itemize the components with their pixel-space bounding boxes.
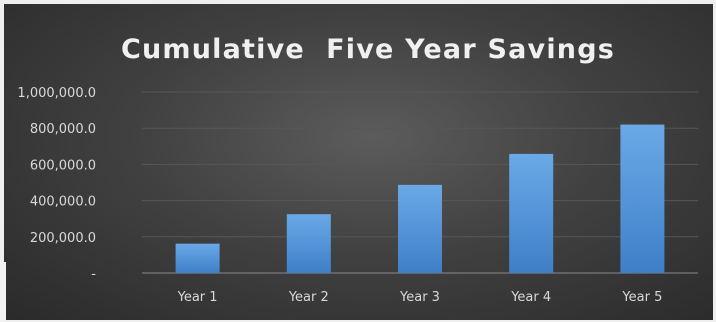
x-tick-label: Year 4 [510, 290, 551, 305]
left-edge-strip [0, 262, 6, 322]
chart-panel: Cumulative Five Year Savings - 200,000.0 4… [4, 4, 713, 320]
y-tick-label: 600,000.0 [30, 158, 96, 173]
x-tick-label: Year 5 [621, 290, 662, 305]
y-tick-label: 200,000.0 [30, 231, 96, 246]
bars [175, 124, 665, 273]
x-tick-label: Year 1 [177, 290, 218, 305]
bar-year-2 [286, 214, 331, 273]
x-tick-label: Year 2 [288, 290, 329, 305]
bar-year-5 [620, 124, 665, 273]
y-tick-label: 800,000.0 [30, 122, 96, 137]
x-axis-tick-labels: Year 1 Year 2 Year 3 Year 4 Year 5 [177, 290, 663, 305]
y-tick-label: 400,000.0 [30, 195, 96, 210]
bar-year-1 [175, 243, 220, 273]
bar-chart: Cumulative Five Year Savings - 200,000.0 4… [17, 34, 698, 305]
bar-year-4 [509, 153, 554, 273]
bar-year-3 [398, 184, 442, 273]
y-axis-tick-labels: - 200,000.0 400,000.0 600,000.0 800,000.0 1,0… [17, 86, 96, 282]
chart-title: Cumulative Five Year Savings [121, 34, 615, 65]
x-tick-label: Year 3 [399, 290, 440, 305]
y-tick-label: - [91, 267, 96, 282]
y-tick-label: 1,000,000.0 [17, 86, 96, 101]
